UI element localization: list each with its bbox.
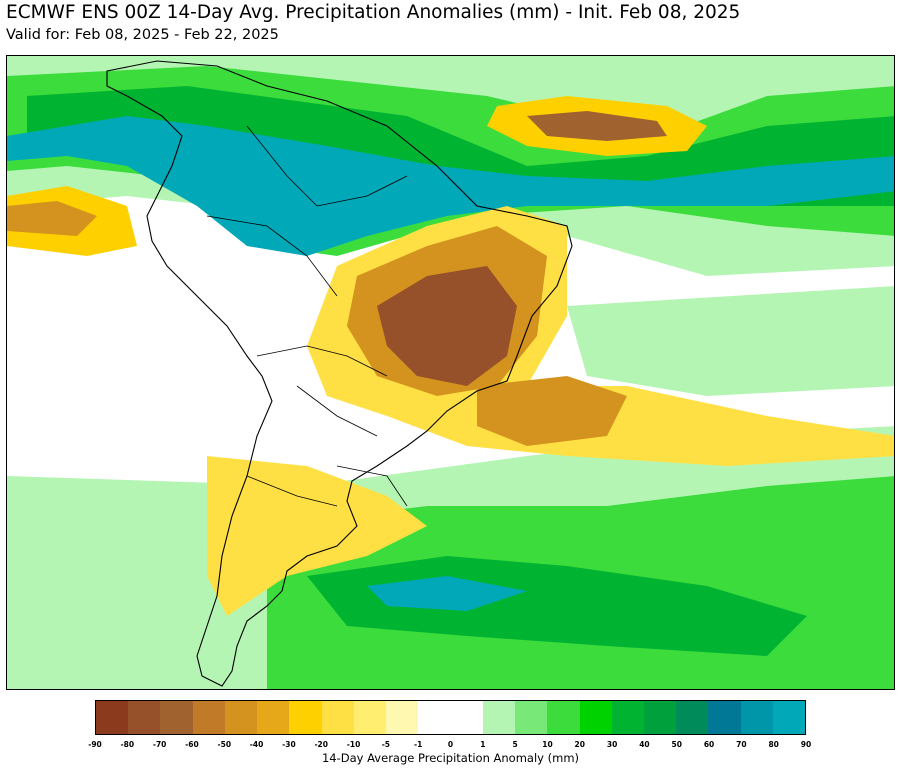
- colorbar-swatch: [386, 701, 419, 734]
- colorbar-swatch: [611, 701, 644, 734]
- colorbar-swatch: [128, 701, 161, 734]
- colorbar-tick-label: -5: [381, 740, 391, 749]
- colorbar-tick-label: 60: [703, 740, 715, 749]
- colorbar-swatch: [289, 701, 322, 734]
- colorbar-tick-label: 40: [639, 740, 650, 749]
- colorbar-tick-label: -20: [314, 740, 328, 749]
- colorbar: [95, 700, 806, 735]
- colorbar-tick-label: 20: [574, 740, 585, 749]
- colorbar-swatch: [192, 701, 225, 734]
- colorbar-swatch: [96, 701, 129, 734]
- colorbar-swatch: [708, 701, 741, 734]
- colorbar-tick-label: -30: [282, 740, 296, 749]
- colorbar-swatch: [643, 701, 677, 734]
- precipitation-anomaly-map: [6, 55, 895, 690]
- colorbar-swatch: [676, 701, 709, 734]
- colorbar-swatch: [579, 701, 612, 734]
- colorbar-tick-label: -50: [217, 740, 232, 749]
- colorbar-tick-label: 30: [606, 740, 618, 749]
- anomaly-dry-atlantic-core: [527, 111, 667, 141]
- colorbar-tick-label: -40: [249, 740, 264, 749]
- anomaly-dry-atlantic-south: [477, 376, 627, 446]
- colorbar-tick-label: -60: [185, 740, 199, 749]
- colorbar-tick-label: -10: [346, 740, 361, 749]
- colorbar-tick-label: 80: [768, 740, 779, 749]
- anomaly-band-teal-amazon: [7, 116, 894, 256]
- colorbar-swatch: [160, 701, 193, 734]
- anomaly-band-light-east: [567, 286, 894, 396]
- colorbar-swatch: [482, 701, 516, 734]
- south-america-outline: [106, 60, 573, 687]
- colorbar-tick-label: 50: [671, 740, 682, 749]
- colorbar-swatch: [224, 701, 258, 734]
- colorbar-tick-label: -70: [152, 740, 167, 749]
- anomaly-dry-pacific-core: [7, 201, 97, 236]
- colorbar-tick-label: -80: [120, 740, 135, 749]
- colorbar-swatch: [321, 701, 354, 734]
- colorbar-tick-label: 70: [736, 740, 747, 749]
- anomaly-dry-brazil-core: [377, 266, 517, 386]
- colorbar-swatch: [772, 701, 806, 734]
- colorbar-ticks: -90 -80 -70 -60 -50 -40 -30 -20 -10 -5 -1 0 1 5 10 20 30…: [88, 740, 811, 752]
- colorbar-swatch: [450, 701, 483, 734]
- page-subtitle: Valid for: Feb 08, 2025 - Feb 22, 2025: [6, 27, 279, 43]
- colorbar-tick-label: 10: [542, 740, 553, 749]
- colorbar-label: 14-Day Average Precipitation Anomaly (mm…: [321, 751, 580, 765]
- page-title: ECMWF ENS 00Z 14-Day Avg. Precipitation …: [6, 2, 741, 23]
- anomaly-wet-south-teal: [367, 576, 527, 611]
- colorbar-swatch: [353, 701, 387, 734]
- anomaly-dry-patagonia: [207, 456, 427, 616]
- country-borders: [206, 125, 408, 507]
- colorbar-swatch: [257, 701, 290, 734]
- colorbar-tick-label: -90: [88, 740, 102, 749]
- colorbar-tick-label: 0: [447, 740, 454, 749]
- colorbar-tick-label: -1: [414, 740, 423, 749]
- colorbar-swatch: [740, 701, 773, 734]
- colorbar-tick-label: 90: [800, 740, 812, 749]
- colorbar-swatch: [418, 701, 451, 734]
- colorbar-tick-label: 1: [480, 740, 486, 749]
- colorbar-swatch: [547, 701, 580, 734]
- colorbar-swatch: [515, 701, 548, 734]
- colorbar-tick-label: 5: [512, 740, 518, 749]
